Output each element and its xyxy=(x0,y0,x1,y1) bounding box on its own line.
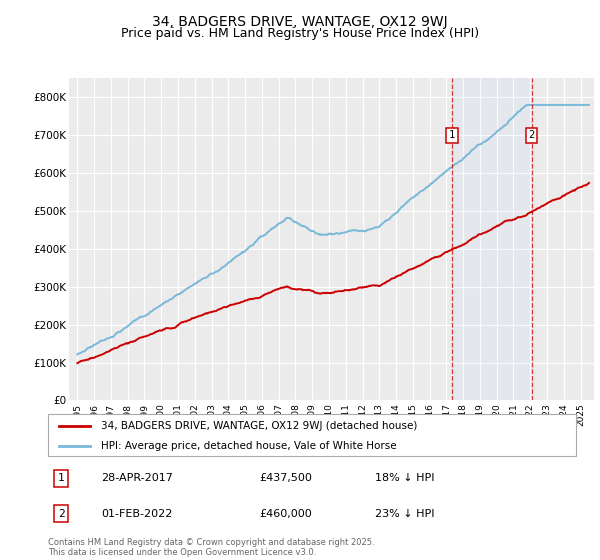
Text: £460,000: £460,000 xyxy=(259,508,312,519)
Text: Price paid vs. HM Land Registry's House Price Index (HPI): Price paid vs. HM Land Registry's House … xyxy=(121,27,479,40)
Text: 1: 1 xyxy=(58,473,65,483)
Text: 34, BADGERS DRIVE, WANTAGE, OX12 9WJ: 34, BADGERS DRIVE, WANTAGE, OX12 9WJ xyxy=(152,15,448,29)
Text: £437,500: £437,500 xyxy=(259,473,312,483)
Text: 23% ↓ HPI: 23% ↓ HPI xyxy=(376,508,435,519)
Text: 1: 1 xyxy=(449,130,455,140)
Text: 01-FEB-2022: 01-FEB-2022 xyxy=(101,508,172,519)
Text: 18% ↓ HPI: 18% ↓ HPI xyxy=(376,473,435,483)
Text: 28-APR-2017: 28-APR-2017 xyxy=(101,473,173,483)
Bar xyxy=(452,78,532,400)
Text: HPI: Average price, detached house, Vale of White Horse: HPI: Average price, detached house, Vale… xyxy=(101,441,397,451)
Text: Contains HM Land Registry data © Crown copyright and database right 2025.
This d: Contains HM Land Registry data © Crown c… xyxy=(48,538,374,557)
FancyBboxPatch shape xyxy=(48,414,576,456)
Text: 2: 2 xyxy=(58,508,65,519)
Text: 2: 2 xyxy=(529,130,535,140)
Text: 34, BADGERS DRIVE, WANTAGE, OX12 9WJ (detached house): 34, BADGERS DRIVE, WANTAGE, OX12 9WJ (de… xyxy=(101,421,417,431)
